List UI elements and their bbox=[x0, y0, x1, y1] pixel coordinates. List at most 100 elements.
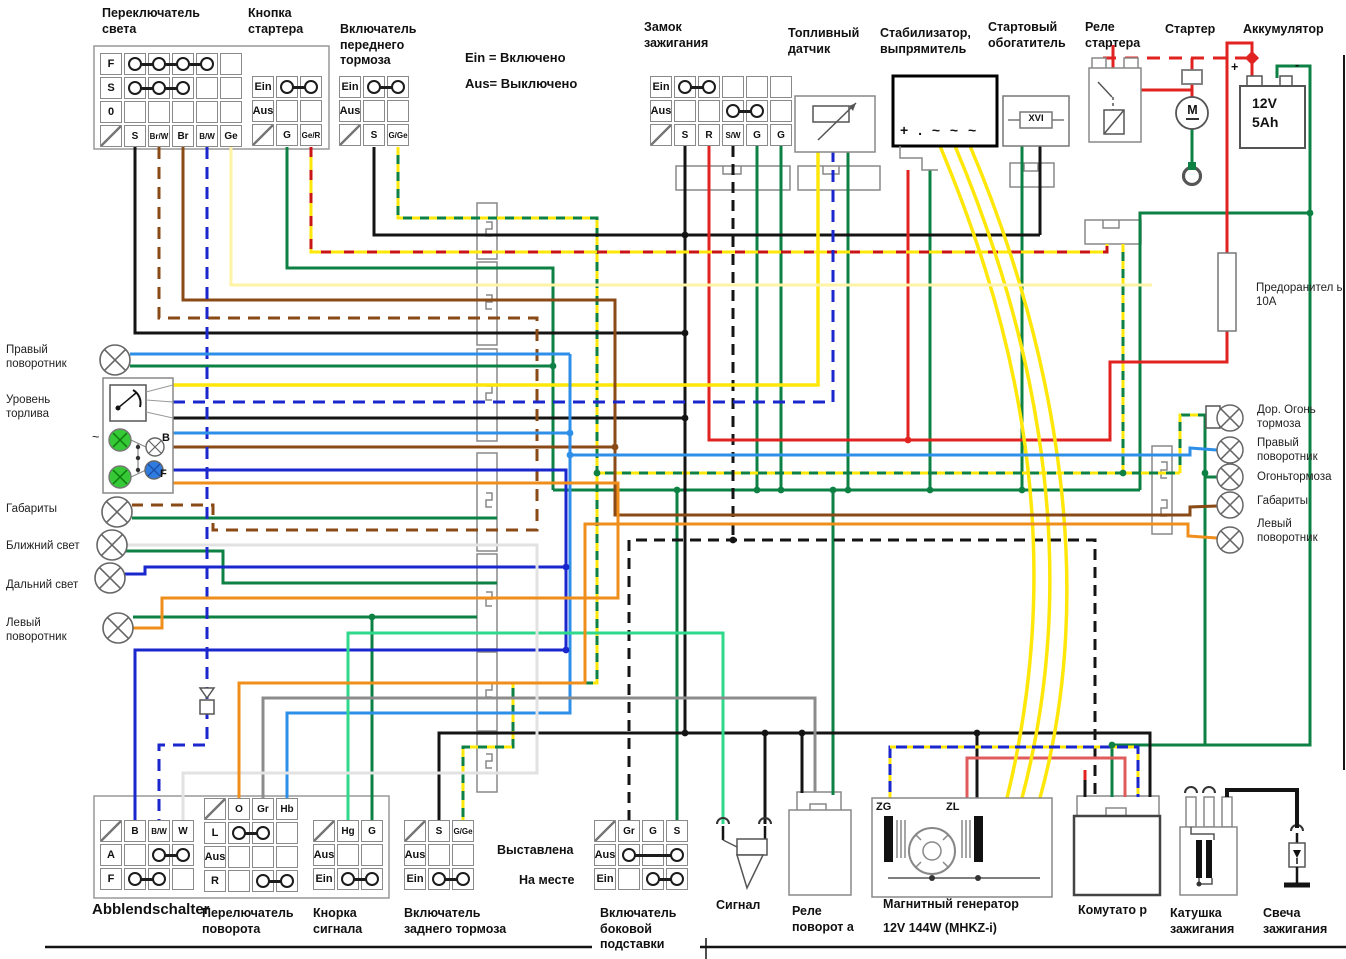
contact-cell bbox=[722, 76, 744, 98]
diagonal-cell bbox=[339, 124, 361, 146]
right-lamp-label: Левый поворотник bbox=[1257, 518, 1318, 545]
contact-cell bbox=[252, 870, 274, 892]
title-fuel-sensor: Топливный датчик bbox=[788, 26, 860, 56]
contact-cell bbox=[276, 822, 298, 844]
right-lamp-label: Дор. Огонь тормоза bbox=[1257, 404, 1316, 431]
battery-voltage: 12V bbox=[1252, 95, 1277, 111]
contact-cell bbox=[770, 100, 792, 122]
contact-cell bbox=[618, 844, 640, 866]
diagonal-cell bbox=[404, 820, 426, 842]
contact-cell bbox=[148, 101, 170, 123]
row-label: Aus bbox=[313, 844, 335, 866]
contact-cell bbox=[220, 77, 242, 99]
row-label: Aus bbox=[404, 844, 426, 866]
horn-icon bbox=[716, 817, 772, 891]
spark-plug-icon bbox=[1284, 824, 1310, 888]
contact-cell bbox=[172, 868, 194, 890]
pin-label: G/Ge bbox=[452, 820, 474, 842]
enricher-icon bbox=[1002, 95, 1070, 147]
wires-blue bbox=[125, 468, 568, 821]
fuel-sensor-icon bbox=[794, 95, 876, 153]
row-label: Aus bbox=[650, 100, 672, 122]
contact-cell bbox=[148, 868, 170, 890]
row-label: Ein bbox=[650, 76, 672, 98]
contact-cell bbox=[124, 844, 146, 866]
contact-cell bbox=[361, 844, 383, 866]
title-horn: Сигнал bbox=[716, 898, 761, 912]
battery-minus: - bbox=[1295, 58, 1300, 72]
pin-label: Gr bbox=[618, 820, 640, 842]
switch-rear-brake: S G/Ge Aus Ein bbox=[404, 820, 476, 892]
legend-ein: Ein = Включено bbox=[465, 50, 566, 65]
switch-light-switch: F S 0 S Br/W Br B/W Ge bbox=[100, 53, 244, 149]
contact-cell bbox=[337, 844, 359, 866]
wires-blue-dash bbox=[157, 147, 835, 821]
title-magneto-sub: 12V 144W (MHKZ-i) bbox=[883, 921, 997, 935]
diagonal-cell bbox=[252, 124, 274, 146]
contact-cell bbox=[666, 844, 688, 866]
left-lamp-label: Левый поворотник bbox=[6, 617, 67, 644]
row-label: Ein bbox=[404, 868, 426, 890]
title-side-stand: Включатель боковой подставки bbox=[600, 906, 677, 952]
wire-brown-dash bbox=[132, 147, 539, 532]
starter-relay-icon bbox=[1088, 57, 1142, 143]
diagonal-cell bbox=[650, 124, 672, 146]
wires-brown bbox=[164, 147, 1218, 517]
left-lamp-label: Правый поворотник bbox=[6, 344, 67, 371]
magneto-zl: ZL bbox=[946, 801, 960, 813]
contact-cell bbox=[674, 100, 696, 122]
left-lamp-label: Ближний свет bbox=[6, 540, 80, 552]
wire-cdi-magneto-red bbox=[965, 756, 1127, 798]
row-label: A bbox=[100, 844, 122, 866]
contact-cell bbox=[642, 868, 664, 890]
pin-label: B bbox=[124, 820, 146, 842]
pin-label: S bbox=[124, 125, 146, 147]
ignition-coil-icon bbox=[1179, 786, 1238, 896]
contact-cell bbox=[618, 868, 640, 890]
title-ignition-lock: Замок зажигания bbox=[644, 20, 709, 50]
stabilizer-terminals: + . ~ ~ ~ bbox=[900, 122, 980, 138]
gauge-lamp-b: B bbox=[162, 432, 170, 444]
contact-cell bbox=[148, 53, 170, 75]
diagonal-cell bbox=[100, 125, 122, 147]
wires-orange bbox=[131, 481, 1218, 798]
contact-cell bbox=[452, 868, 474, 890]
contact-cell bbox=[698, 76, 720, 98]
contact-cell bbox=[276, 870, 298, 892]
diode-icon bbox=[198, 687, 216, 715]
pin-label: S bbox=[666, 820, 688, 842]
group-boxes bbox=[93, 45, 390, 899]
contact-cell bbox=[252, 846, 274, 868]
fuse-icon bbox=[1217, 252, 1237, 332]
pin-label: G bbox=[361, 820, 383, 842]
battery-capacity: 5Ah bbox=[1252, 114, 1279, 130]
gauge-lamp-f: F bbox=[160, 468, 167, 480]
contact-cell bbox=[196, 101, 218, 123]
row-label: Ein bbox=[313, 868, 335, 890]
contact-cell bbox=[387, 100, 409, 122]
magneto-zg: ZG bbox=[876, 801, 892, 813]
title-enricher: Стартовый обогатитель bbox=[988, 20, 1066, 50]
right-lamp-label: Габариты bbox=[1257, 495, 1309, 507]
ht-lead bbox=[1225, 788, 1299, 828]
left-lamp-icons bbox=[94, 344, 134, 644]
row-label: Aus bbox=[339, 100, 361, 122]
gauge-tilde: ~ bbox=[92, 430, 100, 444]
wires-red bbox=[707, 41, 1254, 780]
pin-label: Gr bbox=[252, 798, 274, 820]
switch-starter-button: Ein Aus G Ge/R bbox=[252, 76, 324, 148]
row-label: Aus bbox=[594, 844, 616, 866]
wires-light-blue bbox=[130, 352, 1218, 798]
stand-note: Выставлена bbox=[497, 843, 574, 857]
row-label: L bbox=[204, 822, 226, 844]
pin-label: G bbox=[642, 820, 664, 842]
pin-label: Hb bbox=[276, 798, 298, 820]
pin-label: S bbox=[428, 820, 450, 842]
contact-cell bbox=[220, 53, 242, 75]
diagonal-cell bbox=[313, 820, 335, 842]
title-plug: Свеча зажигания bbox=[1263, 906, 1328, 936]
starter-motor-icon bbox=[1175, 69, 1209, 187]
diagonal-cell bbox=[204, 798, 226, 820]
contact-cell bbox=[363, 100, 385, 122]
title-horn-button: Кнорка сигнала bbox=[313, 906, 363, 936]
